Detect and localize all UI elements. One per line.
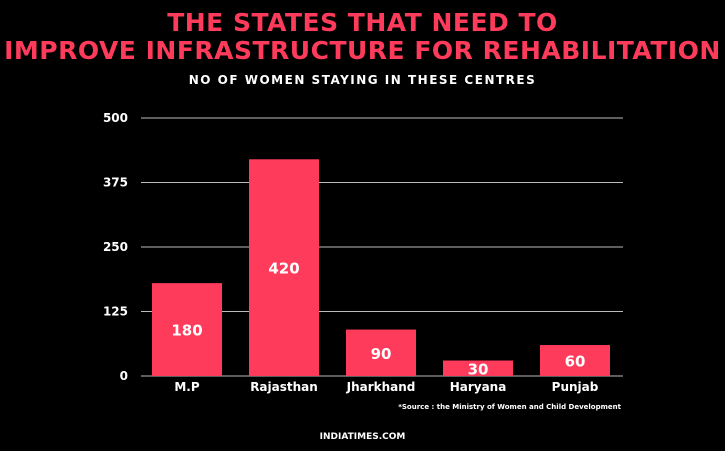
- chart-title-line-2: IMPROVE INFRASTRUCTURE FOR REHABILITATIO…: [4, 36, 721, 65]
- x-category-label: Haryana: [450, 380, 507, 394]
- bar-rajasthan: [249, 159, 319, 376]
- x-category-label: Punjab: [552, 380, 599, 394]
- y-tick-label: 500: [103, 111, 128, 125]
- x-category-label: M.P: [174, 380, 200, 394]
- y-tick-label: 125: [103, 305, 128, 319]
- x-category-label: Jharkhand: [346, 380, 416, 394]
- y-tick-label: 0: [120, 369, 128, 383]
- chart-title-line-1: THE STATES THAT NEED TO: [167, 8, 558, 37]
- data-label: 60: [565, 353, 586, 371]
- y-tick-label: 250: [103, 240, 128, 254]
- bar-punjab: [540, 345, 610, 376]
- data-label: 90: [371, 345, 392, 363]
- data-label: 420: [268, 260, 299, 278]
- bar-haryana: [443, 360, 513, 376]
- data-label: 180: [171, 322, 202, 340]
- data-label: 30: [468, 360, 489, 378]
- x-category-label: Rajasthan: [250, 380, 318, 394]
- bar-jharkhand: [346, 329, 416, 376]
- footer-brand: INDIATIMES.COM: [319, 432, 406, 442]
- chart-subtitle: NO OF WOMEN STAYING IN THESE CENTRES: [188, 73, 537, 87]
- source-note: *Source : the Ministry of Women and Chil…: [398, 403, 621, 411]
- bar-mp: [152, 283, 222, 376]
- y-tick-label: 375: [103, 176, 128, 190]
